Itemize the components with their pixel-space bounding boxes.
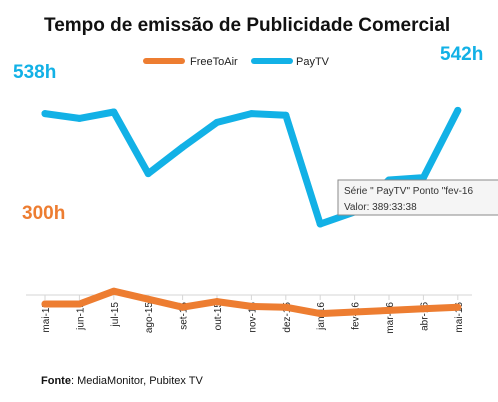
annotation-freetoair-value: 300h xyxy=(22,203,65,224)
x-tick-label: jun-15 xyxy=(75,302,86,331)
x-tick-label: ago-15 xyxy=(144,302,155,334)
data-point[interactable] xyxy=(110,287,118,295)
annotation-first-value: 538h xyxy=(13,62,56,83)
data-point[interactable] xyxy=(213,298,221,306)
tooltip-line-1: Série " PayTV" Ponto "fev-16 xyxy=(344,186,473,197)
data-point[interactable] xyxy=(144,170,152,178)
data-point[interactable] xyxy=(351,308,359,316)
x-axis-ticks: mai-15 jun-15 jul-15 ago-15 set-15 out-15 nov-… xyxy=(41,295,465,334)
series-freetoair xyxy=(41,287,462,318)
x-tick-label: mai-15 xyxy=(41,302,52,333)
data-point[interactable] xyxy=(316,310,324,318)
tooltip-line-2: Valor: 389:33:38 xyxy=(344,202,417,213)
source-label: Fonte xyxy=(41,375,71,387)
x-tick-label: dez-15 xyxy=(282,302,293,333)
source-text: : MediaMonitor, Pubitex TV xyxy=(71,375,204,387)
data-point[interactable] xyxy=(41,110,49,118)
x-tick-label: out-15 xyxy=(213,302,224,331)
data-point[interactable] xyxy=(419,305,427,313)
data-point[interactable] xyxy=(454,303,462,311)
data-point[interactable] xyxy=(247,110,255,118)
data-point[interactable] xyxy=(282,111,290,119)
x-tick-label: abr-16 xyxy=(419,302,430,331)
data-point[interactable] xyxy=(316,220,324,228)
data-point[interactable] xyxy=(247,302,255,310)
data-point[interactable] xyxy=(419,174,427,182)
data-point[interactable] xyxy=(144,295,152,303)
data-point[interactable] xyxy=(282,303,290,311)
x-tick-label: set-15 xyxy=(179,302,190,330)
x-tick-label: mar-16 xyxy=(385,302,396,334)
x-tick-label: fev-16 xyxy=(351,302,362,330)
tooltip-box xyxy=(337,179,498,216)
legend: FreeToAir PayTV xyxy=(143,56,330,68)
data-point[interactable] xyxy=(75,300,83,308)
data-point[interactable] xyxy=(385,306,393,314)
data-point[interactable] xyxy=(179,143,187,151)
tooltip: Série " PayTV" Ponto "fev-16 Valor: 389:… xyxy=(337,179,498,216)
legend-label-freetoair: FreeToAir xyxy=(190,56,238,68)
x-tick-label: jul-15 xyxy=(110,302,121,328)
source-note: Fonte: MediaMonitor, Pubitex TV xyxy=(41,375,203,387)
data-point[interactable] xyxy=(75,114,83,122)
x-tick-label: mai-16 xyxy=(454,302,465,333)
chart-title: Tempo de emissão de Publicidade Comercia… xyxy=(44,15,450,36)
data-point[interactable] xyxy=(179,303,187,311)
data-point[interactable] xyxy=(41,300,49,308)
legend-label-paytv: PayTV xyxy=(296,56,330,68)
data-point[interactable] xyxy=(110,108,118,116)
data-point[interactable] xyxy=(454,106,462,114)
annotation-last-value: 542h xyxy=(440,44,483,65)
x-tick-label: nov-15 xyxy=(247,302,258,333)
data-point[interactable] xyxy=(213,118,221,126)
